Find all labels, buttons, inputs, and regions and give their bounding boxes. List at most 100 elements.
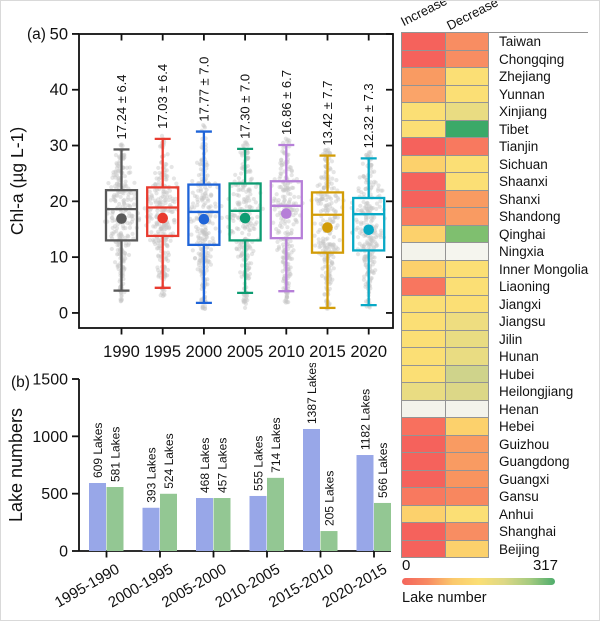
scatter-point — [203, 230, 208, 235]
scatter-point — [245, 245, 250, 250]
scatter-point — [115, 252, 120, 257]
scatter-point — [365, 201, 370, 206]
scatter-point — [245, 150, 251, 155]
scatter-point — [163, 274, 168, 279]
scatter-point — [119, 233, 124, 238]
scatter-point — [281, 145, 286, 150]
scatter-point — [327, 276, 333, 281]
scatter-point — [159, 225, 164, 230]
scatter-point — [368, 241, 373, 246]
scatter-point — [322, 148, 328, 153]
y-tick-label: 0 — [59, 544, 68, 561]
scatter-point — [330, 245, 336, 250]
scatter-point — [153, 170, 158, 176]
scatter-point — [285, 299, 290, 305]
scatter-point — [372, 215, 377, 220]
scatter-point — [367, 235, 372, 241]
scatter-point — [158, 226, 163, 232]
scatter-point — [242, 305, 248, 310]
scatter-point — [239, 274, 244, 279]
scatter-point — [363, 258, 368, 263]
heatmap-cell-increase — [402, 295, 446, 314]
heatmap-cell-decrease — [445, 260, 489, 279]
scatter-point — [322, 292, 327, 297]
bar-green-lakes — [106, 487, 124, 551]
scatter-point — [167, 194, 173, 199]
scatter-point — [247, 227, 252, 233]
scatter-point — [243, 140, 248, 145]
scatter-point — [317, 244, 322, 250]
scatter-point — [370, 238, 375, 244]
scatter-point — [165, 152, 170, 157]
box-annotation: 12.32 ± 7.3 — [361, 83, 376, 148]
scatter-point — [371, 245, 377, 250]
scatter-point — [288, 256, 293, 261]
heatmap-row: Sichuan — [402, 155, 588, 174]
scatter-point — [156, 239, 161, 244]
scatter-point — [368, 234, 373, 239]
scatter-point — [109, 185, 114, 190]
heatmap-row: Hubei — [402, 365, 588, 384]
scatter-point — [127, 203, 132, 208]
scatter-point — [190, 178, 195, 184]
scatter-point — [167, 225, 172, 230]
scatter-point — [241, 185, 246, 190]
scatter-point — [279, 162, 285, 167]
scatter-point — [246, 232, 251, 237]
scatter-point — [320, 241, 326, 246]
scatter-point — [116, 251, 121, 257]
scatter-point — [365, 154, 371, 159]
scatter-point — [109, 233, 114, 239]
scatter-point — [286, 191, 291, 196]
scatter-point — [114, 165, 120, 170]
scatter-point — [163, 197, 168, 202]
scatter-point — [370, 254, 375, 260]
scatter-point — [332, 215, 337, 221]
scatter-point — [286, 300, 291, 305]
scatter-point — [322, 257, 327, 262]
scatter-point — [165, 194, 170, 199]
heatmap-cell-increase — [402, 418, 446, 436]
heatmap-cell-increase — [402, 470, 446, 489]
scatter-point — [194, 160, 200, 165]
scatter-point — [115, 248, 120, 253]
scatter-point — [328, 242, 333, 247]
scatter-point — [331, 255, 336, 260]
scatter-point — [112, 260, 118, 265]
scatter-point — [239, 250, 244, 256]
scatter-point — [236, 202, 241, 207]
scatter-point — [112, 194, 117, 200]
bar-value-label: 1387 Lakes — [305, 363, 319, 424]
scatter-point — [362, 254, 367, 259]
scatter-point — [204, 264, 210, 270]
scatter-point — [160, 293, 166, 299]
scatter-point — [116, 178, 121, 183]
scatter-point — [275, 239, 280, 244]
scatter-point — [205, 282, 210, 287]
scatter-point — [208, 193, 214, 199]
scatter-point — [205, 162, 210, 168]
mean-dot — [239, 212, 251, 224]
scatter-point — [322, 192, 328, 198]
scatter-point — [112, 193, 117, 198]
heatmap-cell-decrease — [445, 278, 489, 296]
scatter-point — [157, 257, 163, 262]
scatter-point — [289, 228, 294, 233]
scatter-point — [111, 172, 116, 177]
heatmap-column-header-increase: Increase — [398, 0, 450, 29]
scatter-point — [202, 230, 207, 235]
scatter-point — [246, 273, 251, 279]
scatter-point — [203, 227, 208, 232]
scatter-point — [280, 187, 286, 192]
province-label: Sichuan — [499, 156, 548, 172]
bar-value-label: 524 Lakes — [162, 433, 176, 488]
scatter-point — [115, 243, 120, 248]
scatter-point — [163, 254, 168, 259]
scatter-point — [378, 232, 383, 238]
scatter-point — [284, 188, 289, 193]
scatter-point — [235, 254, 241, 259]
scatter-point — [237, 243, 242, 248]
scatter-point — [240, 187, 245, 193]
scatter-point — [239, 241, 244, 246]
scatter-point — [121, 267, 127, 272]
